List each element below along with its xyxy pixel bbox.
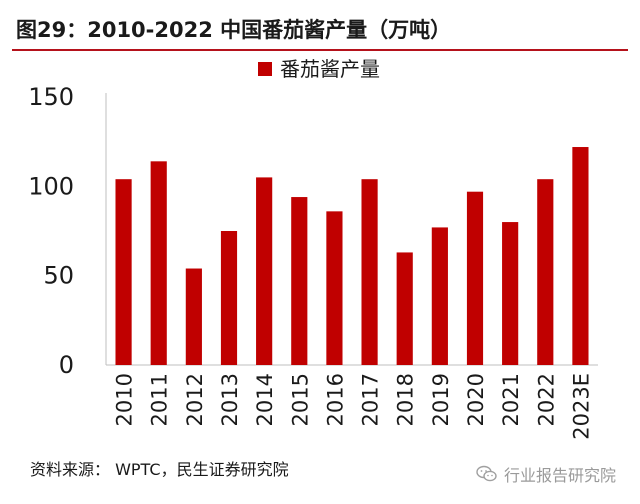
watermark-text: 行业报告研究院 <box>503 466 616 485</box>
y-tick-label: 0 <box>59 351 74 379</box>
source-note: 资料来源： WPTC，民生证券研究院 <box>30 460 289 479</box>
bar <box>431 227 448 365</box>
bar <box>115 179 132 365</box>
legend-swatch <box>258 62 272 76</box>
y-tick-label: 150 <box>28 83 74 111</box>
bar <box>326 211 343 365</box>
x-tick-label: 2012 <box>183 373 207 426</box>
x-tick-label: 2017 <box>359 373 383 426</box>
bar-chart: 0 50 100 150 2010 2011 2012 2013 2014 2015 2016 201… <box>28 57 598 440</box>
bar <box>466 191 484 365</box>
bar <box>537 179 554 365</box>
x-tick-label: 2018 <box>394 373 418 426</box>
legend-label: 番茄酱产量 <box>280 57 380 81</box>
x-tick-label: 2014 <box>253 373 277 426</box>
x-tick-label: 2010 <box>113 373 137 426</box>
bar <box>361 179 378 365</box>
wechat-icon <box>476 465 497 482</box>
x-tick-label: 2019 <box>429 373 453 426</box>
title-divider <box>12 49 628 51</box>
bar <box>256 177 273 365</box>
bar <box>150 161 167 365</box>
x-tick-label: 2023E <box>569 373 593 440</box>
watermark: 行业报告研究院 <box>476 462 616 486</box>
bar <box>291 197 308 365</box>
bar <box>220 231 238 365</box>
bar <box>396 252 413 365</box>
bar <box>572 147 589 365</box>
x-tick-label: 2021 <box>499 373 523 426</box>
y-tick-label: 100 <box>28 172 74 200</box>
bar <box>185 268 202 365</box>
y-tick-label: 50 <box>43 262 74 290</box>
x-tick-label: 2011 <box>148 373 172 426</box>
x-tick-label: 2015 <box>288 373 312 426</box>
x-tick-label: 2020 <box>464 373 488 426</box>
x-tick-label: 2013 <box>218 373 242 426</box>
x-tick-label: 2022 <box>534 373 558 426</box>
bar <box>502 222 519 365</box>
page-title: 图29：2010-2022 中国番茄酱产量（万吨） <box>16 18 452 42</box>
x-tick-label: 2016 <box>323 373 347 426</box>
